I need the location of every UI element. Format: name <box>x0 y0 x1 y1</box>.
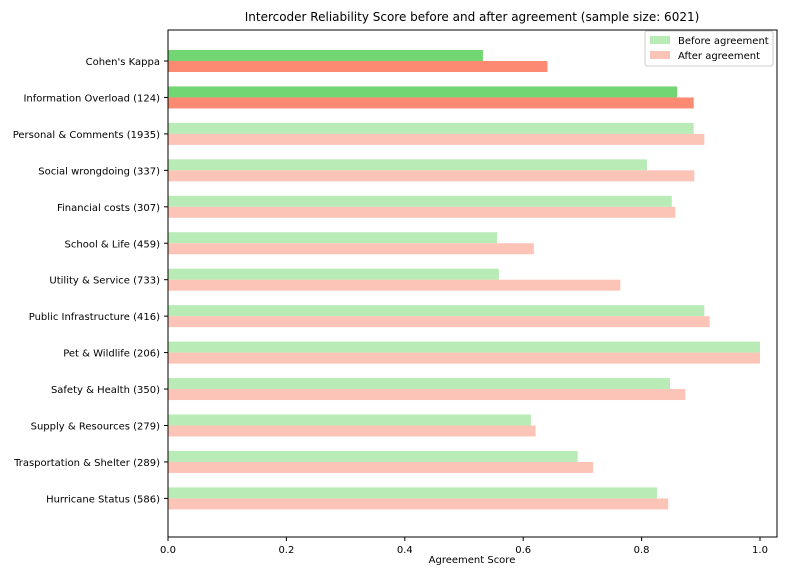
bar-after <box>168 170 695 182</box>
bar-before <box>168 378 671 390</box>
legend: Before agreement After agreement <box>644 30 774 67</box>
x-tick-label: 0.6 <box>515 545 531 556</box>
bar-after <box>168 425 536 437</box>
category-label: Utility & Service (733) <box>49 276 160 287</box>
bar-before <box>168 122 694 134</box>
category-label: Hurricane Status (586) <box>46 494 160 505</box>
category-label: Information Overload (124) <box>23 93 160 104</box>
bar-before <box>168 232 498 244</box>
bar-before <box>168 414 531 426</box>
bar-after <box>168 352 760 364</box>
bar-before <box>168 159 647 171</box>
category-label: Financial costs (307) <box>57 203 160 214</box>
category-label: Pet & Wildlife (206) <box>63 349 160 360</box>
bar-before <box>168 305 705 317</box>
category-label: Personal & Comments (1935) <box>13 130 160 141</box>
bar-before <box>168 195 672 207</box>
category-label: Public Infrastructure (416) <box>29 312 160 323</box>
x-axis-label: Agreement Score <box>429 555 516 566</box>
legend-label-after: After agreement <box>678 51 760 62</box>
x-tick-label: 0.0 <box>160 545 176 556</box>
bars-group <box>168 50 760 510</box>
legend-label-before: Before agreement <box>678 36 769 47</box>
category-label: Supply & Resources (279) <box>31 422 160 433</box>
bar-before <box>168 50 483 61</box>
bar-after <box>168 389 686 401</box>
category-labels: Cohen's Kappa Information Overload (124) P… <box>13 57 168 505</box>
x-tick-label: 0.4 <box>397 545 413 556</box>
bar-after <box>168 97 694 109</box>
bar-after <box>168 133 705 145</box>
plot-frame <box>167 29 778 538</box>
legend-swatch-before <box>650 36 670 44</box>
category-label: Cohen's Kappa <box>86 57 160 68</box>
bar-before <box>168 341 760 353</box>
legend-box <box>644 30 774 67</box>
bar-after <box>168 316 710 328</box>
bar-after <box>168 461 594 473</box>
category-label: Trasportation & Shelter (289) <box>13 458 160 469</box>
bar-after <box>168 61 548 72</box>
bar-before <box>168 86 678 98</box>
bar-before <box>168 268 499 280</box>
bar-before <box>168 487 657 499</box>
bar-before <box>168 450 578 462</box>
legend-swatch-after <box>650 51 670 59</box>
x-tick-label: 0.8 <box>634 545 650 556</box>
bar-after <box>168 279 621 291</box>
category-label: Social wrongdoing (337) <box>38 166 160 177</box>
x-tick-label: 1.0 <box>752 545 768 556</box>
x-tick-label: 0.2 <box>278 545 294 556</box>
x-axis-ticks: 0.0 0.2 0.4 0.6 0.8 1.0 <box>160 537 768 556</box>
chart-title: Intercoder Reliability Score before and … <box>245 10 700 24</box>
bar-after <box>168 206 676 218</box>
category-label: Safety & Health (350) <box>51 385 160 396</box>
bar-after <box>168 498 669 510</box>
category-label: School & Life (459) <box>65 239 161 250</box>
bar-after <box>168 243 534 255</box>
